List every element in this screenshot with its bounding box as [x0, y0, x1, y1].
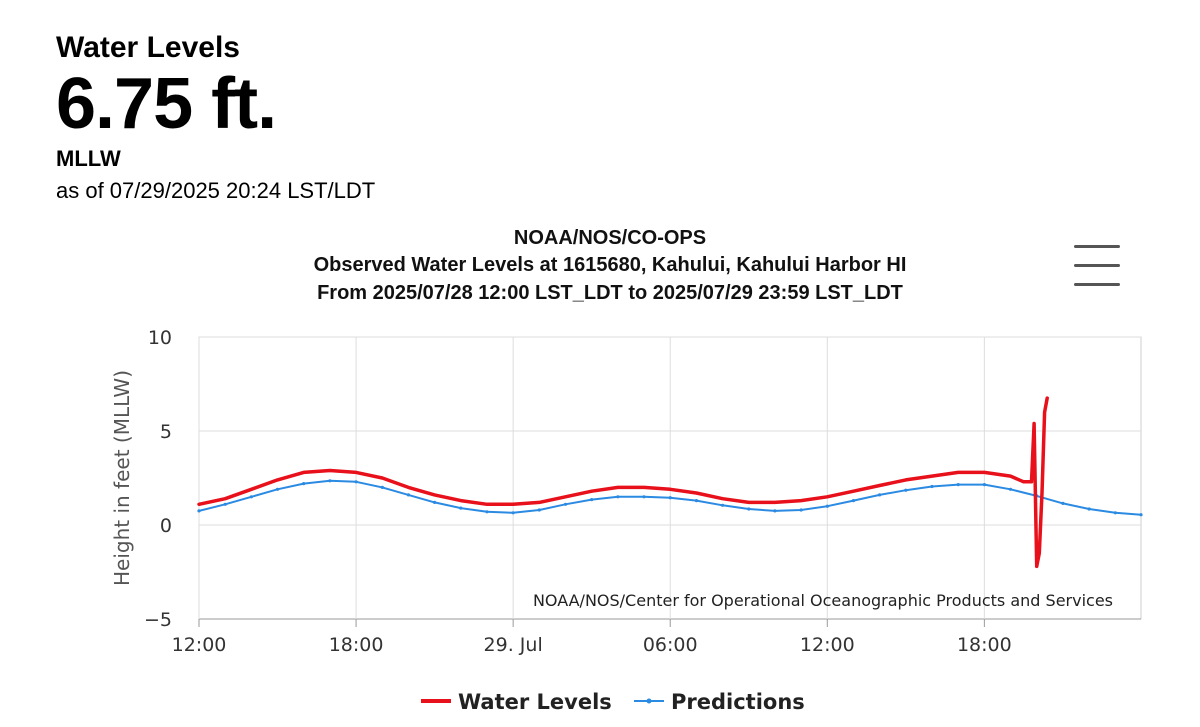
prediction-point [590, 498, 594, 502]
prediction-point [642, 495, 646, 499]
prediction-point [616, 495, 620, 499]
prediction-point [354, 480, 358, 484]
y-tick-label: 10 [148, 327, 172, 349]
prediction-point [773, 509, 777, 513]
series-line-water-levels [197, 396, 1049, 569]
legend-item-water-levels[interactable]: Water Levels [421, 690, 612, 714]
prediction-point [799, 508, 803, 512]
readout-timestamp: as of 07/29/2025 20:24 LST/LDT [56, 178, 376, 203]
prediction-point [433, 500, 437, 504]
x-tick-label: 12:00 [172, 634, 227, 656]
readout-datum: MLLW [56, 146, 121, 171]
readout-header: Water Levels 6.75 ft. MLLW as of 07/29/2… [56, 30, 375, 208]
prediction-point [302, 482, 306, 486]
legend: Water Levels Predictions [421, 690, 805, 714]
prediction-point [380, 485, 384, 489]
chart-title: NOAA/NOS/CO-OPS [514, 227, 706, 249]
prediction-point [459, 506, 463, 510]
prediction-point [223, 502, 227, 506]
y-tick-labels: 10 5 0 −5 [144, 327, 172, 631]
prediction-point [904, 488, 908, 492]
legend-marker-predictions [646, 698, 652, 704]
x-tick-label: 29. Jul [484, 634, 543, 656]
legend-label-water-levels: Water Levels [458, 690, 612, 714]
x-tick-label: 18:00 [329, 634, 384, 656]
prediction-point [406, 493, 410, 497]
prediction-point [328, 479, 332, 483]
prediction-point [747, 507, 751, 511]
readout-value: 6.75 ft. [56, 64, 277, 144]
prediction-point [721, 503, 725, 507]
prediction-point [825, 504, 829, 508]
prediction-point [197, 509, 201, 513]
hamburger-menu-icon[interactable] [1066, 238, 1128, 294]
prediction-point [537, 508, 541, 512]
prediction-point [1061, 501, 1065, 505]
prediction-point [563, 502, 568, 506]
prediction-point [485, 510, 489, 514]
legend-item-predictions[interactable]: Predictions [634, 690, 805, 714]
x-tick-label: 12:00 [800, 634, 855, 656]
prediction-point [1087, 507, 1091, 511]
prediction-point [878, 493, 882, 497]
y-tick-label: 0 [160, 515, 172, 537]
prediction-point [930, 484, 934, 489]
prediction-point [275, 487, 280, 491]
x-tick-label: 18:00 [957, 634, 1012, 656]
readout-title: Water Levels [56, 31, 240, 64]
chart-subtitle-range: From 2025/07/28 12:00 LST_LDT to 2025/07… [317, 282, 903, 304]
prediction-point [851, 499, 856, 503]
prediction-point [956, 483, 960, 487]
x-tick-label: 06:00 [643, 634, 698, 656]
y-tick-label: 5 [160, 421, 172, 443]
x-gridlines [198, 337, 985, 627]
prediction-point [1113, 511, 1117, 515]
prediction-point [694, 499, 699, 503]
y-tick-label: −5 [144, 609, 172, 631]
series-layer [197, 396, 1143, 569]
prediction-point [1008, 487, 1013, 491]
prediction-point [982, 483, 987, 487]
x-tick-labels: 12:00 18:00 29. Jul 06:00 12:00 18:00 [172, 634, 1012, 656]
prediction-point [249, 495, 253, 499]
prediction-point [511, 511, 515, 515]
prediction-point [668, 496, 672, 500]
legend-label-predictions: Predictions [671, 690, 805, 714]
y-axis-label: Height in feet (MLLW) [110, 370, 134, 586]
chart-credit: NOAA/NOS/Center for Operational Oceanogr… [533, 591, 1113, 610]
chart-subtitle: Observed Water Levels at 1615680, Kahulu… [314, 254, 907, 276]
prediction-point [1139, 513, 1143, 517]
